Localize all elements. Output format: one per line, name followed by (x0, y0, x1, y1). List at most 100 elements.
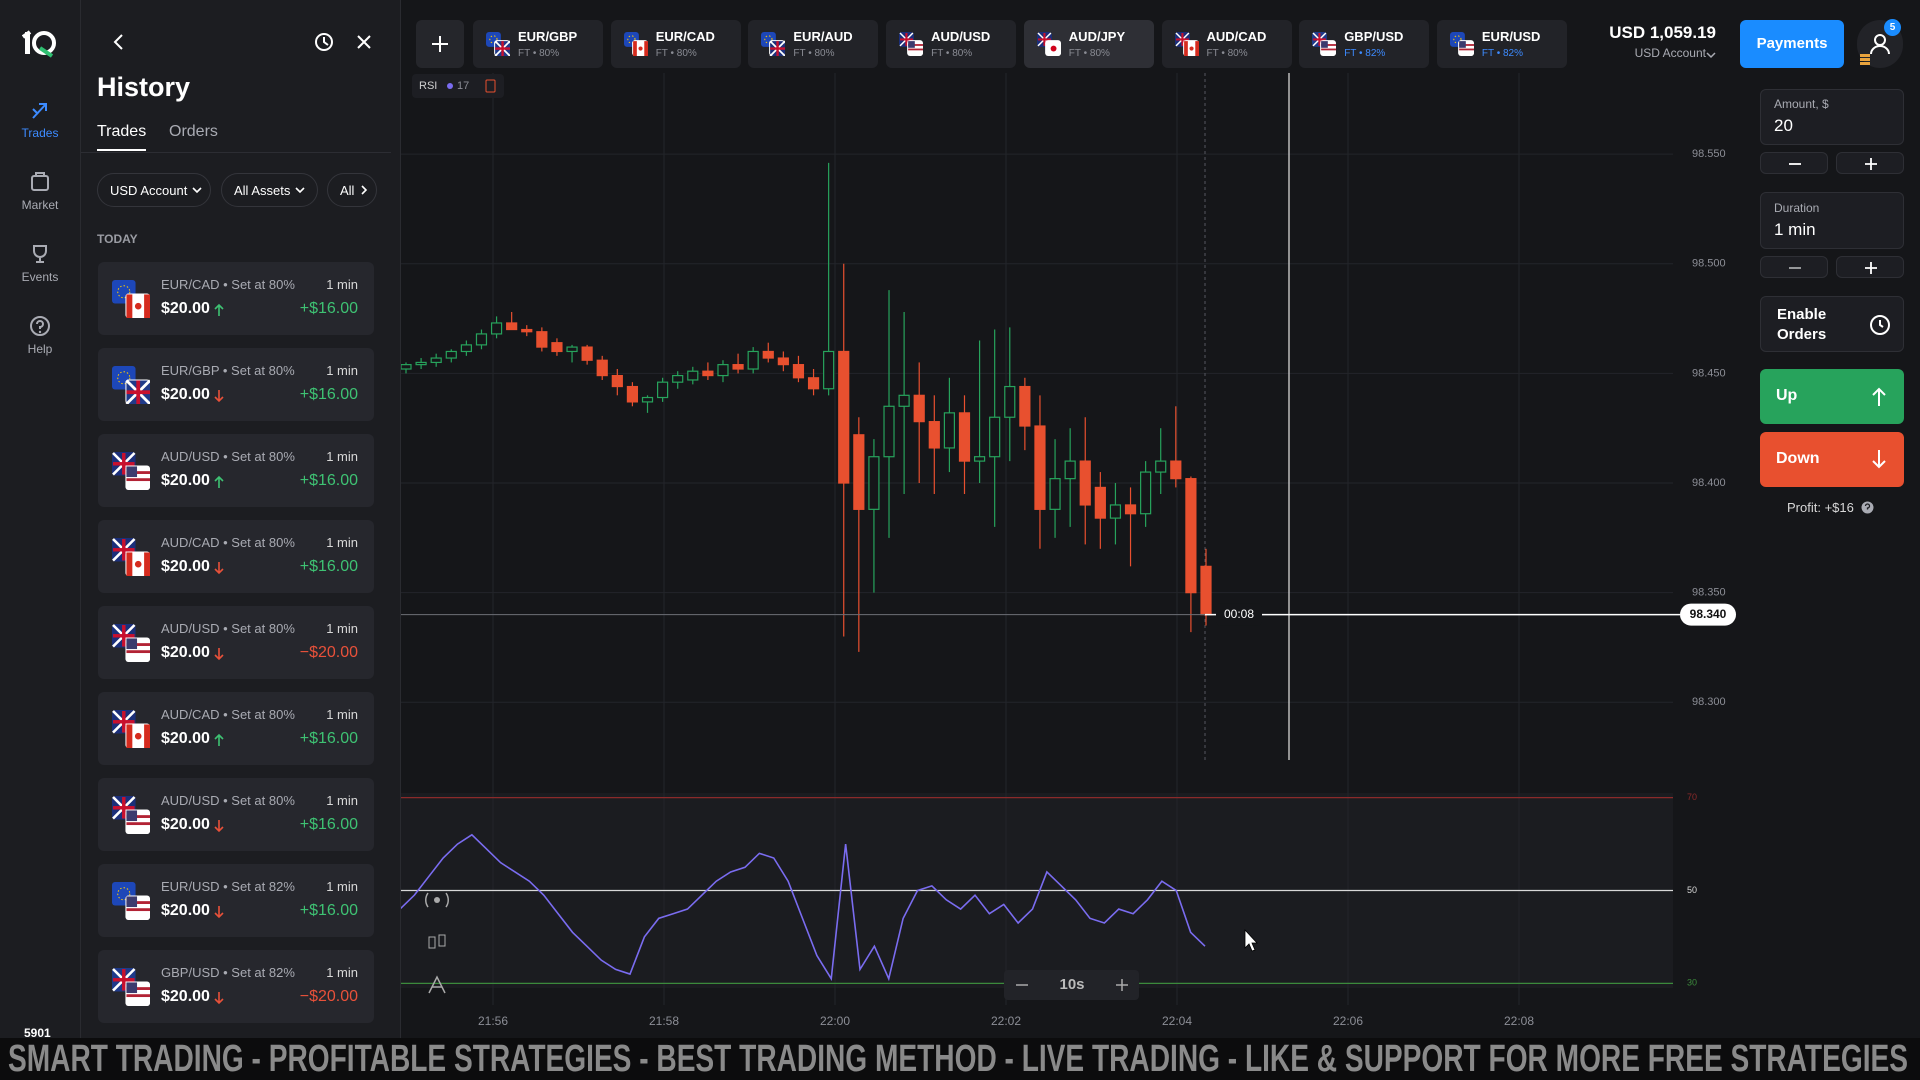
enable-orders[interactable]: Enable Orders (1760, 296, 1904, 352)
flag-part (489, 35, 498, 44)
candle-body (1140, 471, 1152, 515)
tab-pair: EUR/GBP (518, 29, 578, 44)
candle-body (415, 361, 427, 366)
rsi-level-label: 50 (1687, 885, 1697, 895)
trade-card[interactable]: AUD/CAD • Set at 80% 1 min $20.00 +$16.00 (98, 692, 374, 765)
chart-tool[interactable] (428, 975, 446, 994)
sidebar: Trades Market Events Help 5901 (0, 0, 81, 1040)
nav-icon-part (31, 175, 49, 191)
flag (486, 32, 510, 56)
trade-profit: +$16.00 (299, 472, 358, 489)
asset-tab[interactable]: EUR/USD FT • 82% (1436, 20, 1567, 68)
history-tab[interactable]: Trades (97, 123, 147, 140)
trade-label: AUD/USD • Set at 80% (161, 621, 295, 636)
up-button[interactable]: Up (1760, 369, 1904, 424)
down-label: Down (1776, 450, 1820, 467)
duration-value: 1 min (1774, 220, 1816, 239)
plus-icon-part (1865, 158, 1877, 170)
nav-icon (31, 172, 49, 191)
flag (112, 624, 150, 662)
increase-button[interactable] (1836, 256, 1904, 278)
duration-label: Duration (1774, 201, 1820, 215)
asset-tab[interactable]: AUD/JPY FT • 80% (1023, 20, 1154, 68)
history-icon-part (323, 37, 329, 46)
direction-arrow (214, 648, 224, 661)
trade-card[interactable]: EUR/CAD • Set at 80% 1 min $20.00 +$16.00 (98, 262, 374, 335)
trade-card[interactable]: AUD/USD • Set at 80% 1 min $20.00 +$16.00 (98, 434, 374, 507)
history-icon[interactable] (313, 31, 335, 53)
candle-body (928, 421, 940, 449)
candle-body (1034, 425, 1046, 510)
trade-label: AUD/USD • Set at 80% (161, 449, 295, 464)
trade-profit: +$16.00 (299, 902, 358, 919)
trade-card[interactable]: EUR/USD • Set at 82% 1 min $20.00 +$16.00 (98, 864, 374, 937)
add-tab[interactable] (416, 20, 464, 68)
nav-item[interactable]: Trades (0, 98, 80, 158)
asset-tab[interactable]: AUD/CAD FT • 80% (1161, 20, 1292, 68)
chart-tool[interactable] (425, 892, 449, 908)
nav-item[interactable]: Events (0, 242, 80, 302)
tab-pair: AUD/JPY (1068, 29, 1126, 44)
minus-icon (1789, 267, 1801, 269)
chevron-part (295, 187, 305, 194)
duration-input[interactable]: Duration 1 min (1760, 192, 1904, 249)
asset-tab[interactable]: EUR/AUD FT • 80% (748, 20, 879, 68)
profile-icon-part (1870, 45, 1890, 55)
direction-arrow-part (214, 562, 224, 575)
flag-part (126, 478, 150, 482)
flag-part (113, 462, 135, 466)
x-tick-label: 22:04 (1162, 1014, 1192, 1028)
price-label-bg (1680, 603, 1736, 626)
direction-arrow (214, 390, 224, 403)
nav-item[interactable]: Help (0, 314, 80, 374)
trade-card[interactable]: EUR/GBP • Set at 80% 1 min $20.00 +$16.00 (98, 348, 374, 421)
history-tab[interactable]: Orders (169, 123, 218, 140)
plus-icon-part (432, 36, 448, 52)
help-icon-part (1864, 503, 1871, 510)
logo (22, 30, 56, 58)
trade-card[interactable]: AUD/USD • Set at 80% 1 min $20.00 −$20.00 (98, 606, 374, 679)
tab-pair: AUD/CAD (1206, 29, 1267, 44)
decrease-button[interactable] (1760, 152, 1828, 174)
asset-tab[interactable]: GBP/USD FT • 82% (1299, 20, 1430, 68)
close-button-part (357, 35, 371, 49)
asset-tab[interactable]: EUR/GBP FT • 80% (473, 20, 603, 68)
increase-button[interactable] (1836, 152, 1904, 174)
asset-tab[interactable]: AUD/USD FT • 80% (886, 20, 1017, 68)
x-tick-label: 21:56 (478, 1014, 508, 1028)
divider (81, 152, 391, 153)
direction-arrow (214, 475, 224, 488)
filter[interactable]: USD Account (97, 173, 211, 207)
plus-icon (432, 36, 448, 52)
trade-card[interactable]: AUD/CAD • Set at 80% 1 min $20.00 +$16.00 (98, 520, 374, 593)
down-button[interactable]: Down (1760, 432, 1904, 487)
amount-value: 20 (1774, 116, 1793, 135)
candle-body (1094, 486, 1106, 519)
direction-arrow (214, 733, 224, 746)
logo-part (38, 46, 54, 58)
asset-tab[interactable]: EUR/CAD FT • 80% (610, 20, 741, 68)
nav-icon-part (32, 103, 47, 119)
chart-tool[interactable] (428, 934, 446, 949)
trade-card[interactable]: AUD/USD • Set at 80% 1 min $20.00 +$16.00 (98, 778, 374, 851)
filter[interactable]: All Assets (221, 173, 318, 207)
nav-item[interactable]: Market (0, 170, 80, 230)
flag-part (126, 896, 138, 908)
flag-part (134, 302, 142, 310)
panel-title: History (97, 72, 191, 102)
amount-input[interactable]: Amount, $ 20 (1760, 89, 1904, 145)
candle-body (792, 364, 805, 379)
chevron (192, 187, 202, 194)
help-icon (1861, 501, 1874, 514)
trade-duration: 1 min (326, 793, 358, 808)
decrease-button[interactable] (1760, 256, 1828, 278)
trade-card[interactable]: GBP/USD • Set at 82% 1 min $20.00 −$20.00 (98, 950, 374, 1023)
payments-button[interactable]: Payments (1740, 20, 1844, 68)
account-name[interactable]: USD Account (1634, 46, 1706, 60)
trade-amount: $20.00 (161, 816, 210, 833)
filter[interactable]: All (327, 173, 377, 207)
close-button[interactable] (354, 32, 374, 52)
flag-part (632, 41, 637, 56)
back-button[interactable] (109, 32, 129, 52)
trade-duration: 1 min (326, 363, 358, 378)
